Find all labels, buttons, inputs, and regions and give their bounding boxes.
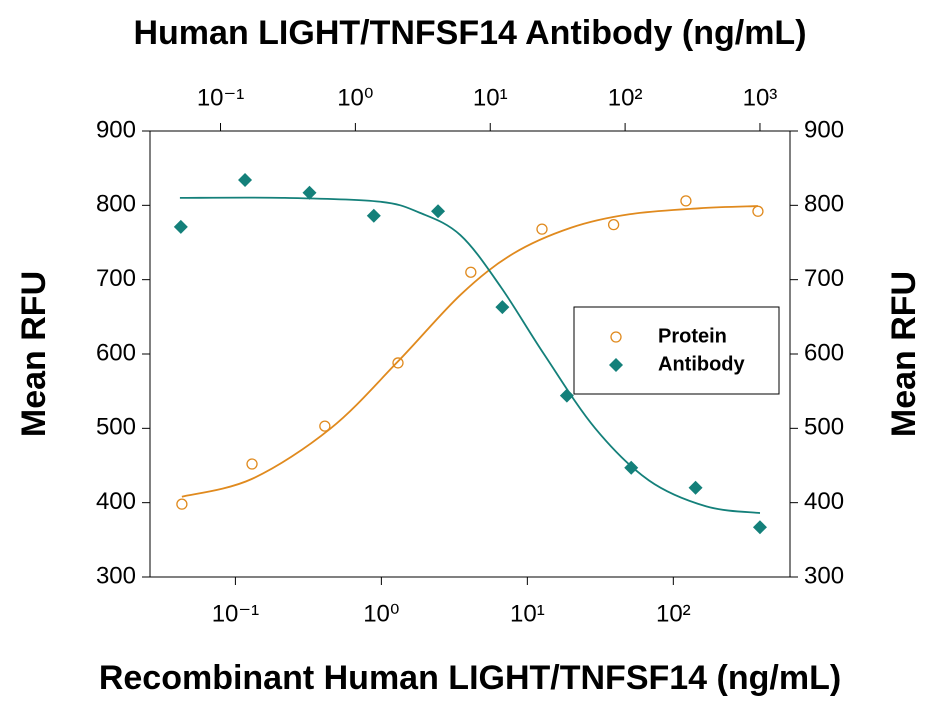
x2-tick-label: 10⁻¹ xyxy=(197,84,244,111)
y2-axis-title: Mean RFU xyxy=(885,271,923,437)
y2-tick-label: 400 xyxy=(804,488,844,515)
data-point xyxy=(495,300,510,315)
y-tick-label: 300 xyxy=(96,562,136,589)
y-tick-label: 800 xyxy=(96,191,136,218)
data-point xyxy=(392,357,404,369)
legend-marker xyxy=(610,331,622,343)
bottom-axis-title: Recombinant Human LIGHT/TNFSF14 (ng/mL) xyxy=(99,659,841,697)
data-point xyxy=(680,195,692,207)
fit-curve xyxy=(179,196,761,514)
data-point xyxy=(752,520,767,535)
y-tick-label: 400 xyxy=(96,488,136,515)
top-axis-title: Human LIGHT/TNFSF14 Antibody (ng/mL) xyxy=(133,14,806,52)
data-point xyxy=(607,219,620,231)
data-point xyxy=(688,480,703,495)
y-tick-label: 500 xyxy=(96,414,136,441)
x-tick-label: 10² xyxy=(656,600,691,627)
fit-curve xyxy=(181,205,758,498)
x2-tick-label: 10² xyxy=(608,84,643,111)
y-tick-label: 900 xyxy=(96,116,136,143)
data-point xyxy=(302,185,317,200)
y-tick-label: 700 xyxy=(96,265,136,292)
x2-tick-label: 10⁰ xyxy=(337,84,373,111)
y2-tick-label: 700 xyxy=(804,265,844,292)
y2-tick-label: 800 xyxy=(804,191,844,218)
y2-tick-label: 500 xyxy=(804,414,844,441)
data-point xyxy=(246,458,258,470)
y2-tick-label: 300 xyxy=(804,562,844,589)
y2-tick-label: 600 xyxy=(804,339,844,366)
data-point xyxy=(176,498,188,510)
legend-label: Antibody xyxy=(658,353,746,375)
data-point xyxy=(559,388,574,403)
legend-box xyxy=(573,306,780,395)
legend-marker xyxy=(609,358,623,372)
y-axis-title: Mean RFU xyxy=(15,271,53,437)
x-tick-label: 10¹ xyxy=(510,600,545,627)
data-point xyxy=(536,223,548,235)
x-tick-label: 10⁻¹ xyxy=(212,600,259,627)
data-point xyxy=(624,460,639,475)
data-point xyxy=(431,204,446,219)
x2-tick-label: 10¹ xyxy=(473,84,508,111)
data-point xyxy=(752,205,764,217)
y2-tick-label: 900 xyxy=(804,116,844,143)
data-point xyxy=(173,219,188,234)
data-point xyxy=(465,266,477,278)
x-tick-label: 10⁰ xyxy=(363,600,399,627)
data-point xyxy=(238,173,253,188)
data-point xyxy=(366,208,381,223)
y-tick-label: 600 xyxy=(96,339,136,366)
x2-tick-label: 10³ xyxy=(743,84,778,111)
data-point xyxy=(319,420,331,432)
legend-label: Protein xyxy=(658,325,727,347)
